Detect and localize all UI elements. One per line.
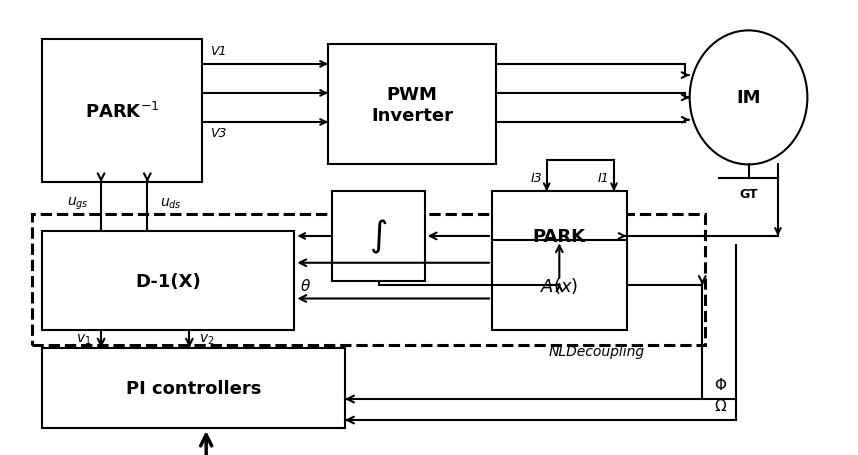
Text: PARK: PARK [533,228,586,245]
Text: I3: I3 [531,172,542,185]
Text: I1: I1 [598,172,610,185]
Text: PWM
Inverter: PWM Inverter [372,86,453,124]
Text: GT: GT [740,187,758,200]
Text: $u_{ds}$: $u_{ds}$ [160,196,182,210]
Bar [332,192,425,281]
Bar [32,214,704,346]
Ellipse shape [690,31,807,165]
Bar [492,192,626,281]
Text: V3: V3 [210,127,227,140]
Text: D-1(X): D-1(X) [136,272,202,290]
Text: $v_1$: $v_1$ [76,332,91,346]
Text: $\theta$: $\theta$ [300,278,311,293]
Text: NLDecoupling: NLDecoupling [549,344,645,358]
Bar [42,232,294,330]
Text: $v_2$: $v_2$ [199,332,214,346]
Bar [492,241,626,330]
Text: $\int$: $\int$ [369,217,388,255]
Text: $u_{gs}$: $u_{gs}$ [67,195,88,211]
Bar [42,40,202,183]
Text: PARK$^{-1}$: PARK$^{-1}$ [85,101,160,121]
Bar [328,45,496,165]
Text: $A(x)$: $A(x)$ [541,275,578,295]
Text: $\Phi$: $\Phi$ [715,377,728,393]
Text: V1: V1 [210,45,227,58]
Text: IM: IM [736,89,761,107]
Text: PI controllers: PI controllers [126,379,261,397]
Bar [42,348,345,428]
Text: $\Omega$: $\Omega$ [715,398,728,414]
